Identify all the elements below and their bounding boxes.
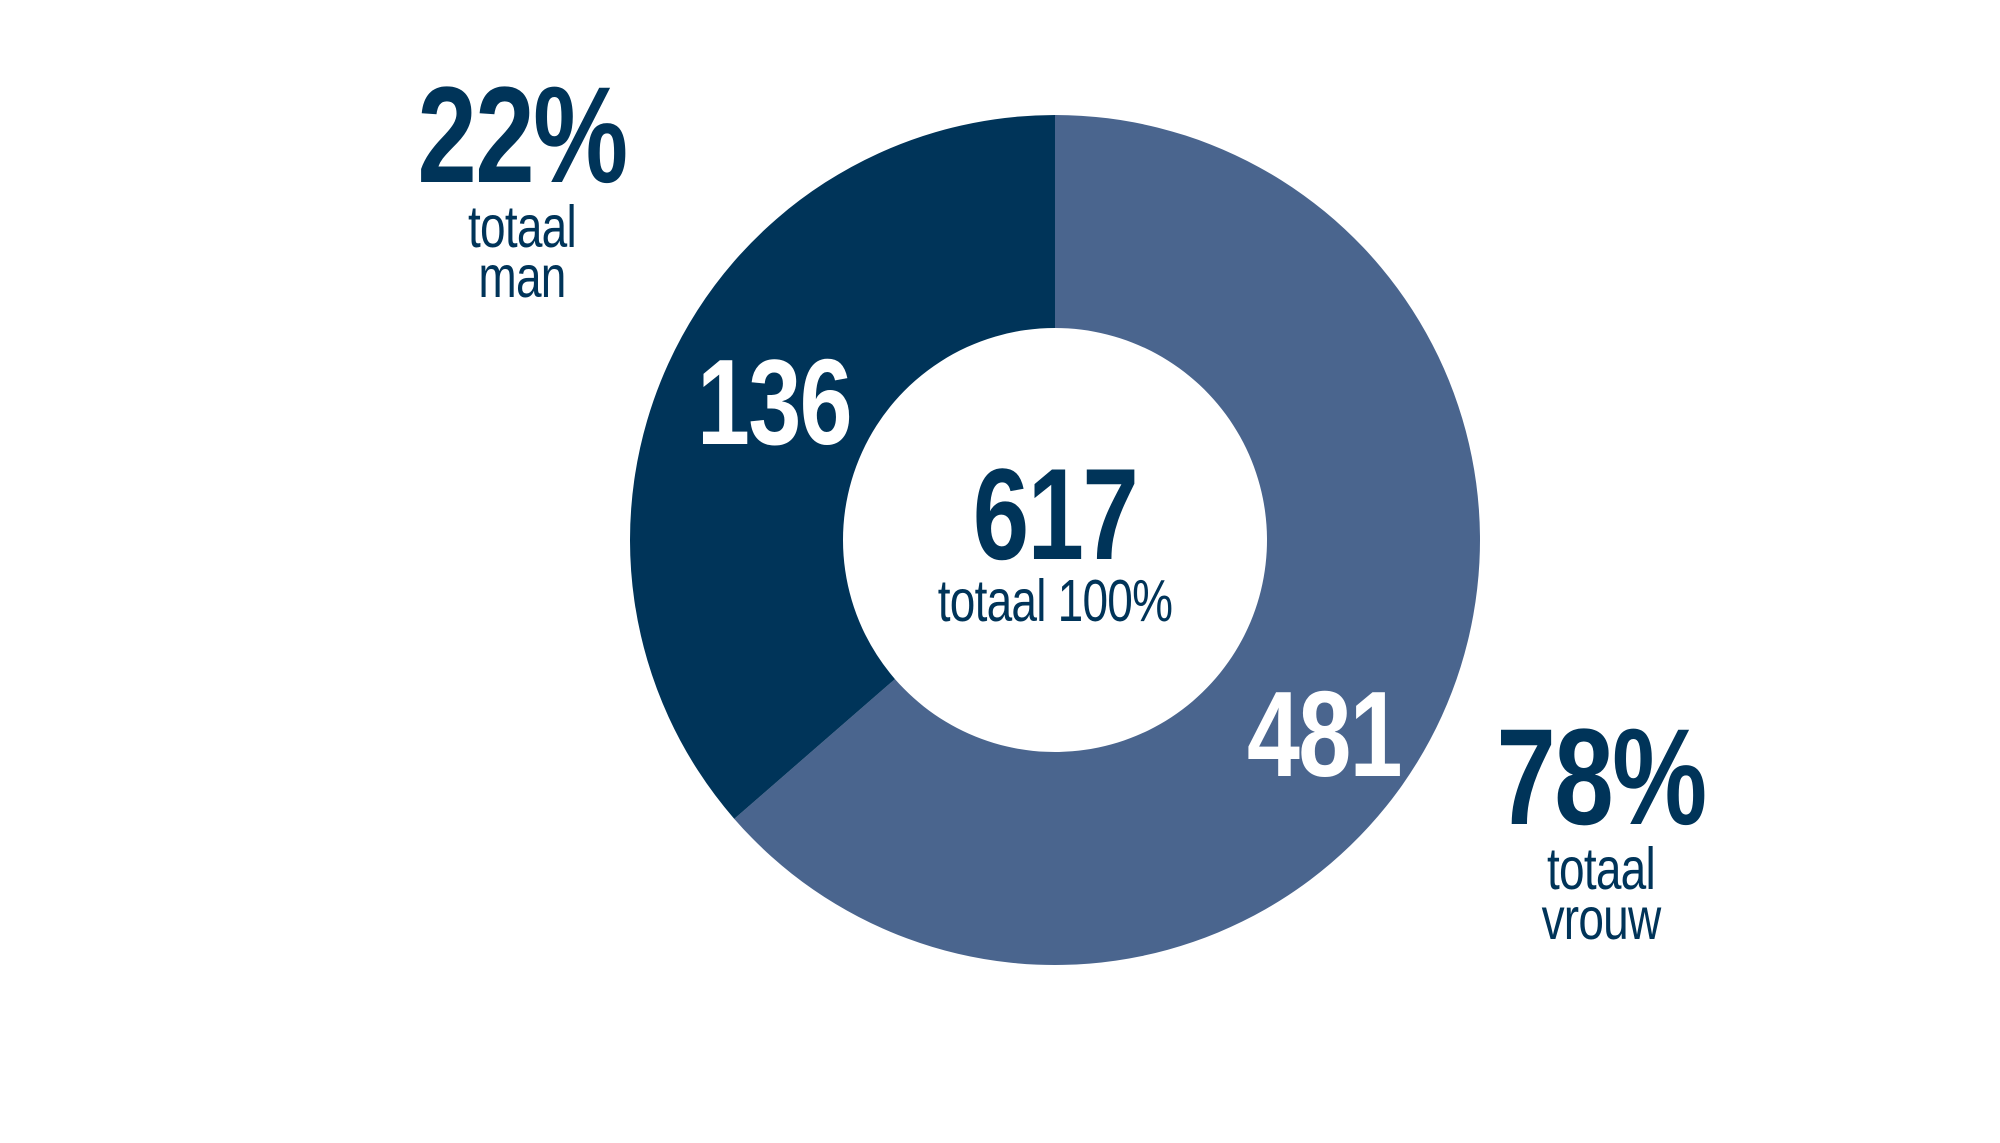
total-value: 617 [972, 441, 1139, 587]
vrouw-callout-line-1: totaal [1547, 836, 1656, 902]
man-callout-line-2: man [478, 244, 566, 310]
man-percent-label: 22% [417, 59, 628, 212]
callout-totaal-vrouw: 78% totaal vrouw [1496, 701, 1707, 952]
man-value-label: 136 [696, 334, 853, 470]
man-callout-line-1: totaal [468, 194, 577, 260]
donut-slice-totaal-man [630, 114, 1055, 819]
callout-totaal-man: 22% totaal man [417, 59, 628, 310]
donut-slice-totaal-vrouw [734, 115, 1480, 965]
vrouw-callout-line-2: vrouw [1541, 886, 1662, 952]
vrouw-value-label: 481 [1246, 666, 1403, 802]
vrouw-percent-label: 78% [1496, 701, 1707, 854]
donut-center-label: 617 totaal 100% [937, 441, 1173, 634]
total-caption: totaal 100% [937, 568, 1173, 634]
